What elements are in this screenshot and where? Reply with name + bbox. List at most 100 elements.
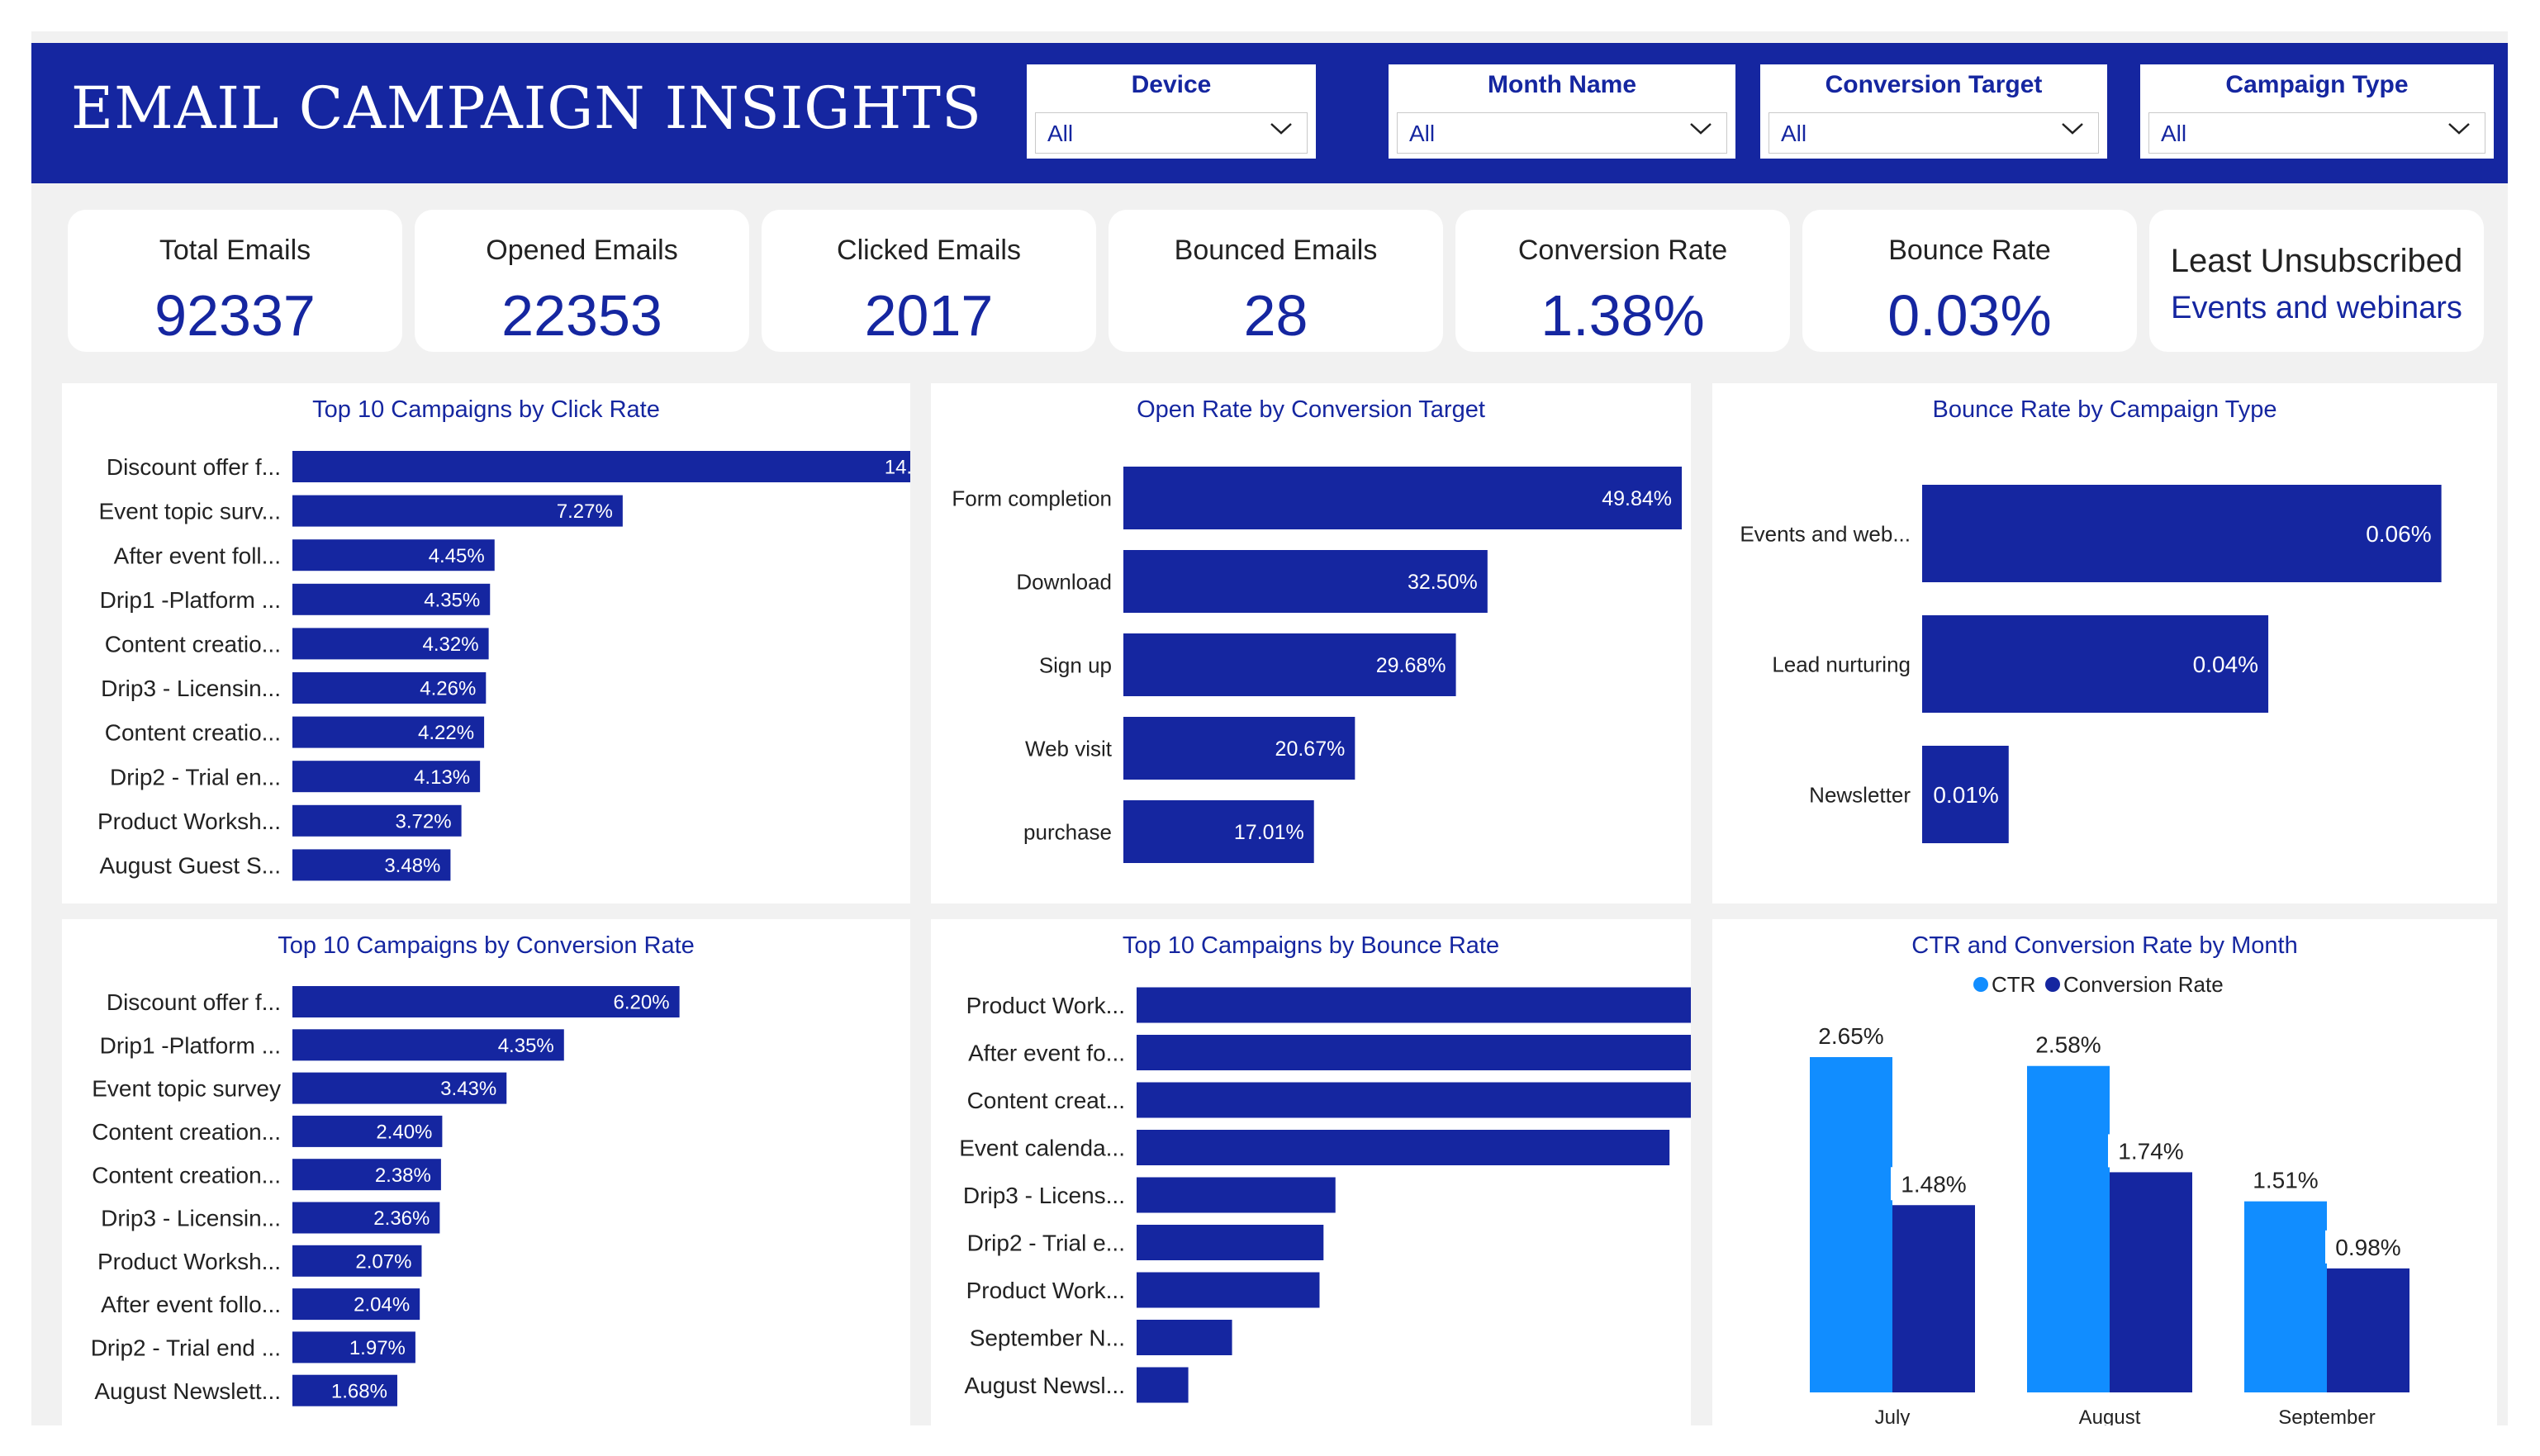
conversion-rate-data-label: 6.20% bbox=[614, 992, 670, 1014]
click-rate-bar[interactable] bbox=[292, 451, 910, 482]
bounce-type-panel: Bounce Rate by Campaign Type Events and … bbox=[1712, 383, 2497, 903]
conversion-rate-data-label: 2.36% bbox=[373, 1207, 430, 1230]
bounce-type-bar[interactable] bbox=[1922, 746, 2009, 843]
bounce-rate-category-label: Drip2 - Trial e... bbox=[967, 1231, 1125, 1256]
conversion-rate-data-label: 2.40% bbox=[376, 1122, 432, 1144]
conversion-rate-bar[interactable] bbox=[292, 986, 680, 1017]
legend-marker bbox=[2045, 977, 2060, 992]
click-rate-bar[interactable] bbox=[292, 761, 481, 793]
month-bar[interactable] bbox=[1892, 1205, 1975, 1392]
bounce-type-bar[interactable] bbox=[1922, 485, 2442, 582]
conversion-rate-category-label: After event follo... bbox=[101, 1292, 281, 1317]
conversion-rate-bar[interactable] bbox=[292, 1288, 420, 1321]
click-rate-bar[interactable] bbox=[292, 495, 623, 527]
bounce-rate-bar[interactable] bbox=[1137, 1225, 1324, 1260]
dashboard-title: EMAIL CAMPAIGN INSIGHTS bbox=[71, 74, 982, 142]
bounce-rate-bar[interactable] bbox=[1137, 1320, 1232, 1355]
month-bar[interactable] bbox=[1810, 1057, 1892, 1392]
kpi-bounced-emails: Bounced Emails 28 bbox=[1109, 210, 1443, 352]
chevron-down-icon[interactable] bbox=[1688, 120, 1713, 136]
kpi-value: 22353 bbox=[501, 283, 662, 348]
open-rate-bar[interactable] bbox=[1123, 633, 1456, 696]
conversion-target-dropdown[interactable]: All bbox=[1769, 112, 2099, 154]
click-rate-category-label: Event topic surv... bbox=[99, 499, 281, 524]
kpi-total-emails: Total Emails 92337 bbox=[68, 210, 402, 352]
device-dropdown[interactable]: All bbox=[1035, 112, 1308, 154]
bounce-rate-bar[interactable] bbox=[1137, 1130, 1670, 1165]
month-bar[interactable] bbox=[2327, 1268, 2409, 1392]
click-rate-bar[interactable] bbox=[292, 716, 485, 748]
click-rate-data-label: 4.45% bbox=[429, 545, 485, 567]
click-rate-data-label: 4.22% bbox=[418, 722, 474, 744]
header-bar: EMAIL CAMPAIGN INSIGHTS Device All Month… bbox=[31, 43, 2508, 183]
campaign-type-slicer-label: Campaign Type bbox=[2225, 71, 2409, 98]
device-slicer-value: All bbox=[1047, 121, 1074, 146]
conversion-rate-bar[interactable] bbox=[292, 1331, 415, 1364]
legend-marker bbox=[1973, 977, 1988, 992]
kpi-label: Least Unsubscribed bbox=[2170, 243, 2463, 279]
click-rate-bar[interactable] bbox=[292, 539, 495, 571]
bounce-rate-bar[interactable] bbox=[1137, 1177, 1336, 1213]
panel-title: Top 10 Campaigns by Bounce Rate bbox=[1122, 932, 1500, 959]
chevron-down-icon[interactable] bbox=[2060, 120, 2085, 136]
open-rate-panel: Open Rate by Conversion Target Form comp… bbox=[931, 383, 1691, 903]
panel-title: Top 10 Campaigns by Conversion Rate bbox=[278, 932, 695, 959]
conversion-rate-bar[interactable] bbox=[292, 1072, 507, 1104]
conversion-rate-bar[interactable] bbox=[292, 1202, 440, 1234]
bounce-rate-bar[interactable] bbox=[1137, 1367, 1189, 1403]
conversion-rate-data-label: 2.38% bbox=[375, 1164, 431, 1187]
bounce-type-data-label: 0.01% bbox=[1933, 782, 1998, 808]
month-slicer[interactable]: Month Name All bbox=[1389, 64, 1735, 159]
chevron-down-icon[interactable] bbox=[1269, 120, 1294, 136]
month-dropdown[interactable]: All bbox=[1397, 112, 1727, 154]
click-rate-category-label: Drip3 - Licensin... bbox=[101, 676, 281, 701]
bounce-type-chart: Events and web... 0.06% Lead nurturing 0.04… bbox=[1740, 485, 2442, 843]
bounce-rate-bar[interactable] bbox=[1137, 987, 1691, 1023]
click-rate-bar[interactable] bbox=[292, 804, 462, 837]
bounce-type-bar[interactable] bbox=[1922, 615, 2269, 713]
legend-label: Conversion Rate bbox=[2063, 972, 2224, 997]
conversion-rate-panel: Top 10 Campaigns by Conversion Rate Disc… bbox=[62, 919, 910, 1425]
conversion-target-slicer[interactable]: Conversion Target All bbox=[1760, 64, 2107, 159]
bounce-rate-bar[interactable] bbox=[1137, 1082, 1691, 1118]
click-rate-category-label: August Guest S... bbox=[100, 852, 281, 878]
month-bar[interactable] bbox=[2110, 1172, 2192, 1392]
click-rate-bar[interactable] bbox=[292, 849, 451, 881]
device-slicer-label: Device bbox=[1131, 71, 1212, 98]
click-rate-category-label: After event foll... bbox=[114, 543, 281, 568]
click-rate-bar[interactable] bbox=[292, 672, 487, 704]
open-rate-bar[interactable] bbox=[1123, 717, 1355, 780]
kpi-label: Conversion Rate bbox=[1517, 235, 1728, 266]
conversion-rate-category-label: Content creation... bbox=[92, 1162, 281, 1188]
click-rate-data-label: 4.32% bbox=[423, 633, 479, 656]
click-rate-data-label: 4.26% bbox=[420, 678, 476, 700]
click-rate-data-label: 4.35% bbox=[424, 589, 480, 611]
panel-title: Bounce Rate by Campaign Type bbox=[1932, 396, 2277, 423]
device-slicer[interactable]: Device All bbox=[1027, 64, 1316, 159]
click-rate-bar[interactable] bbox=[292, 583, 491, 615]
month-data-label: 2.58% bbox=[2035, 1032, 2101, 1058]
conversion-rate-bar[interactable] bbox=[292, 1029, 564, 1061]
open-rate-bar[interactable] bbox=[1123, 550, 1488, 613]
chevron-down-icon[interactable] bbox=[2447, 120, 2471, 136]
month-bar[interactable] bbox=[2027, 1065, 2110, 1392]
legend-label: CTR bbox=[1992, 972, 2035, 997]
bounce-rate-bar[interactable] bbox=[1137, 1272, 1320, 1308]
kpi-opened-emails: Opened Emails 22353 bbox=[415, 210, 749, 352]
conversion-rate-category-label: Discount offer f... bbox=[107, 989, 281, 1015]
click-rate-chart: Discount offer f... 14.73% Event topic sur… bbox=[97, 451, 910, 881]
conversion-rate-bar[interactable] bbox=[292, 1159, 441, 1191]
month-bar[interactable] bbox=[2244, 1201, 2327, 1392]
panel-title: Top 10 Campaigns by Click Rate bbox=[312, 396, 660, 423]
bounce-rate-bar[interactable] bbox=[1137, 1035, 1691, 1070]
conversion-rate-bar[interactable] bbox=[292, 1374, 397, 1406]
open-rate-bar[interactable] bbox=[1123, 467, 1682, 529]
campaign-type-dropdown[interactable]: All bbox=[2148, 112, 2485, 154]
bounce-type-category-label: Newsletter bbox=[1809, 782, 1911, 807]
open-rate-bar[interactable] bbox=[1123, 800, 1314, 863]
conversion-rate-bar[interactable] bbox=[292, 1245, 422, 1277]
click-rate-bar[interactable] bbox=[292, 628, 489, 660]
conversion-rate-bar[interactable] bbox=[292, 1115, 443, 1147]
kpi-conversion-rate: Conversion Rate 1.38% bbox=[1455, 210, 1790, 352]
campaign-type-slicer[interactable]: Campaign Type All bbox=[2140, 64, 2494, 159]
